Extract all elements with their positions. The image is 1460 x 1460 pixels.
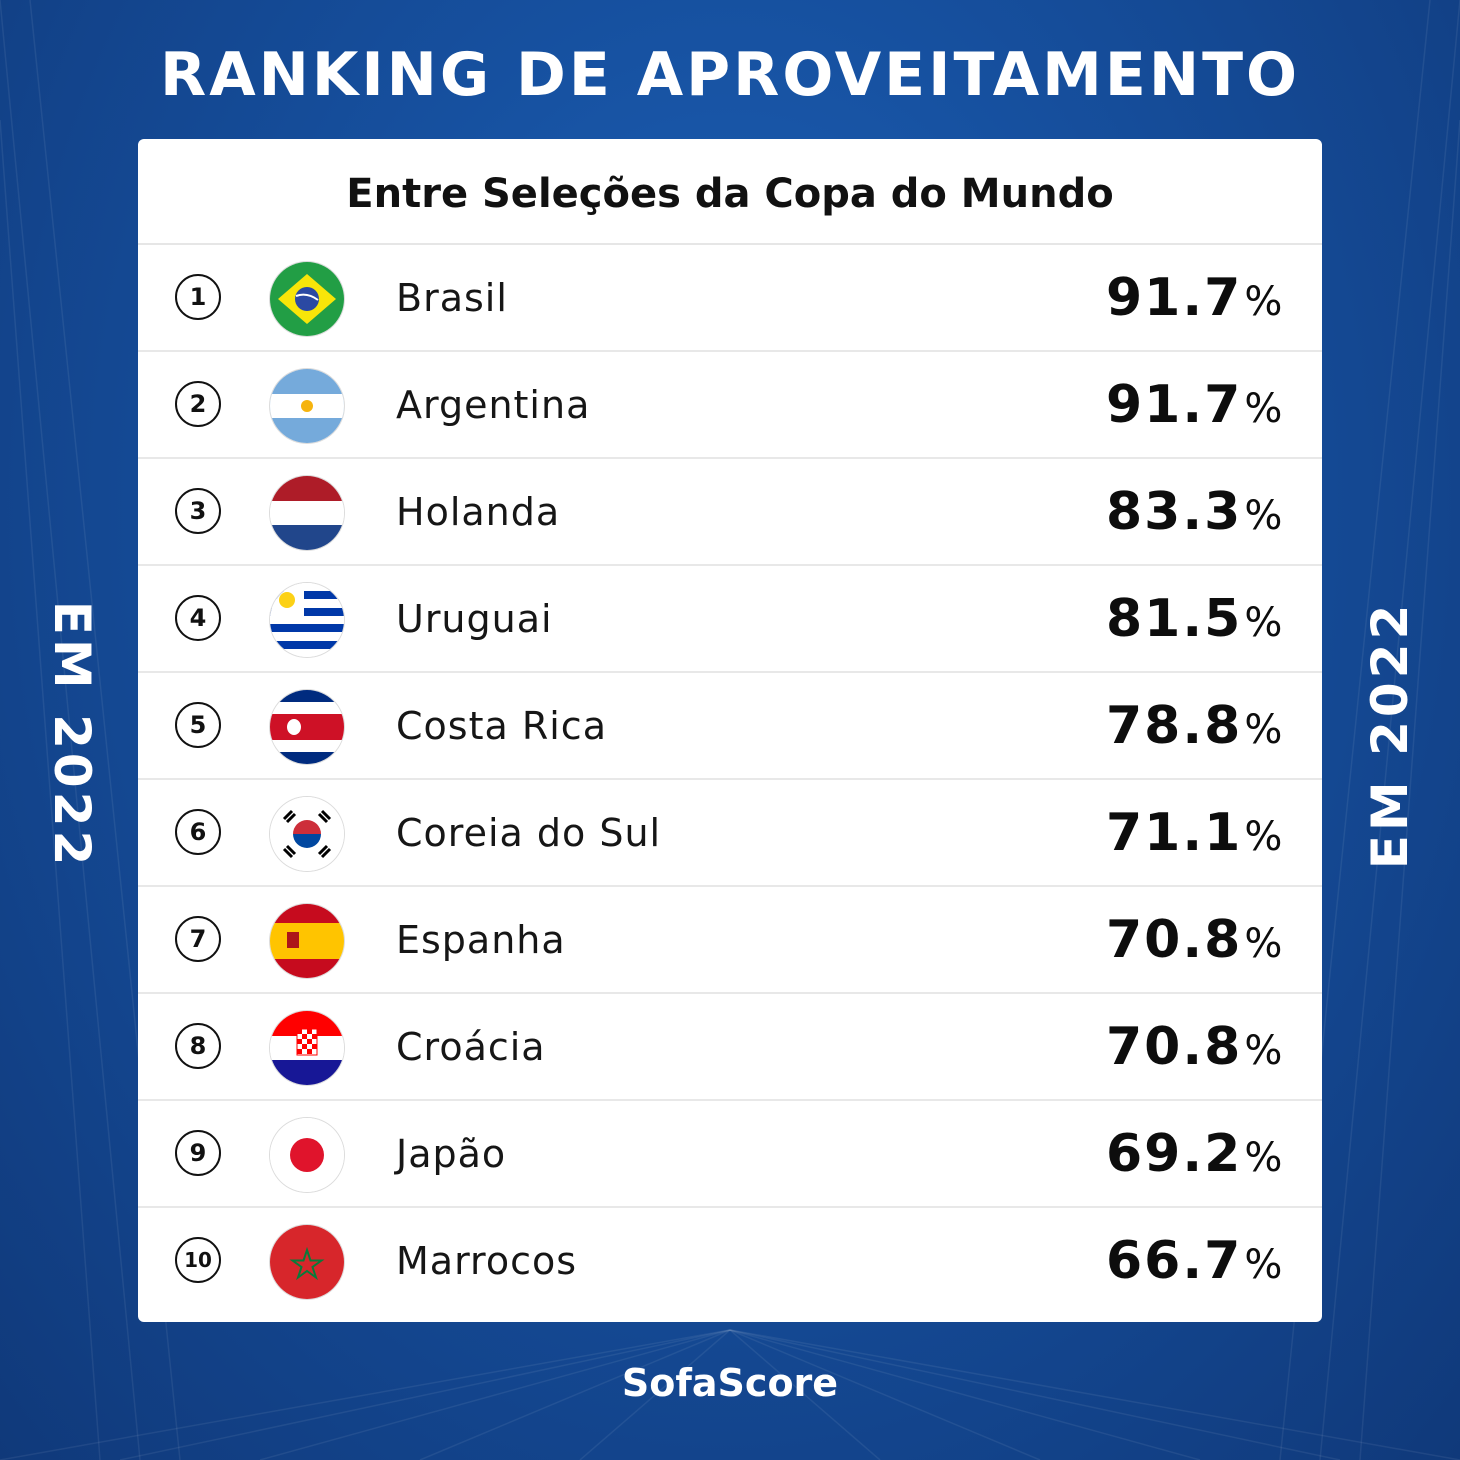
percentage-value: 66.7% (1106, 1231, 1283, 1291)
ranking-row: 3 Holanda 83.3% (138, 459, 1322, 566)
south-korea-flag-icon (270, 797, 344, 871)
country-name: Brasil (396, 276, 508, 320)
rank-badge: 3 (175, 488, 221, 534)
side-label-right: EM 2022 (1361, 600, 1419, 870)
country-name: Japão (396, 1132, 507, 1176)
percentage-value: 91.7% (1106, 375, 1283, 435)
country-name: Argentina (396, 383, 591, 427)
ranking-row: 4 Uruguai 81.5% (138, 566, 1322, 673)
argentina-flag-icon (270, 369, 344, 443)
uruguay-flag-icon (270, 583, 344, 657)
side-label-left: EM 2022 (43, 600, 101, 870)
percentage-value: 69.2% (1106, 1124, 1283, 1184)
card-subtitle: Entre Seleções da Copa do Mundo (138, 139, 1322, 245)
rank-badge: 4 (175, 595, 221, 641)
netherlands-flag-icon (270, 476, 344, 550)
ranking-row: 8 Croácia 70.8% (138, 994, 1322, 1101)
morocco-flag-icon (270, 1225, 344, 1299)
country-name: Croácia (396, 1025, 546, 1069)
country-name: Coreia do Sul (396, 811, 662, 855)
percentage-value: 81.5% (1106, 589, 1283, 649)
sofascore-logo: SofaScore (621, 1361, 839, 1405)
rank-badge: 2 (175, 381, 221, 427)
rank-badge: 5 (175, 702, 221, 748)
percentage-value: 83.3% (1106, 482, 1283, 542)
rank-badge: 9 (175, 1130, 221, 1176)
country-name: Holanda (396, 490, 561, 534)
spain-flag-icon (270, 904, 344, 978)
rank-badge: 1 (175, 274, 221, 320)
ranking-row: 7 Espanha 70.8% (138, 887, 1322, 994)
country-name: Marrocos (396, 1239, 578, 1283)
ranking-row: 10 Marrocos 66.7% (138, 1208, 1322, 1315)
japan-flag-icon (270, 1118, 344, 1192)
ranking-row: 1 Brasil 91.7% (138, 245, 1322, 352)
percentage-value: 91.7% (1106, 268, 1283, 328)
percentage-value: 70.8% (1106, 1017, 1283, 1077)
rank-badge: 10 (175, 1237, 221, 1283)
page-title: RANKING DE APROVEITAMENTO (160, 40, 1300, 110)
country-name: Costa Rica (396, 704, 607, 748)
percentage-value: 78.8% (1106, 696, 1283, 756)
rank-badge: 8 (175, 1023, 221, 1069)
ranking-row: 9 Japão 69.2% (138, 1101, 1322, 1208)
brazil-flag-icon (270, 262, 344, 336)
percentage-value: 71.1% (1106, 803, 1283, 863)
croatia-flag-icon (270, 1011, 344, 1085)
ranking-row: 5 Costa Rica 78.8% (138, 673, 1322, 780)
rank-badge: 6 (175, 809, 221, 855)
country-name: Espanha (396, 918, 566, 962)
country-name: Uruguai (396, 597, 553, 641)
rank-badge: 7 (175, 916, 221, 962)
ranking-row: 2 Argentina 91.7% (138, 352, 1322, 459)
percentage-value: 70.8% (1106, 910, 1283, 970)
costa-rica-flag-icon (270, 690, 344, 764)
ranking-row: 6 Coreia do Sul 71.1% (138, 780, 1322, 887)
ranking-card: Entre Seleções da Copa do Mundo 1 Brasil… (138, 139, 1322, 1322)
